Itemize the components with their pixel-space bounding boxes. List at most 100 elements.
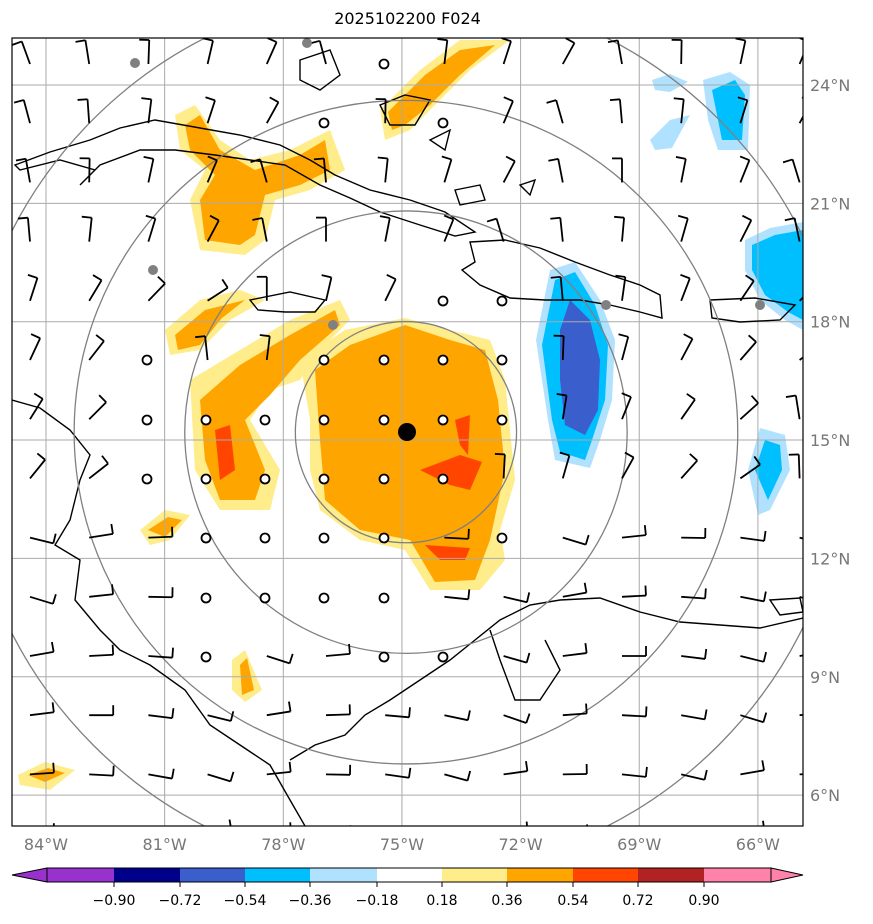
wind-barb bbox=[680, 273, 691, 302]
wind-barb bbox=[735, 38, 747, 65]
wind-barb bbox=[266, 701, 292, 717]
wind-barb bbox=[148, 526, 174, 539]
wind-barb bbox=[81, 215, 93, 242]
colorbar-segment bbox=[377, 868, 442, 882]
calm-wind-circle bbox=[496, 295, 508, 307]
calm-wind-circle bbox=[141, 473, 153, 485]
wind-barb bbox=[621, 392, 632, 420]
coast-hispaniola bbox=[460, 239, 663, 319]
calm-wind-circle bbox=[378, 473, 390, 485]
calm-wind-circles bbox=[141, 58, 508, 663]
calm-wind-circle bbox=[200, 473, 212, 485]
wind-barb bbox=[250, 158, 268, 183]
wind-barb bbox=[503, 761, 529, 776]
lon-tick-label: 72°W bbox=[499, 835, 543, 854]
lon-tick-label: 78°W bbox=[261, 835, 305, 854]
wind-barb bbox=[252, 217, 268, 242]
wind-barb bbox=[525, 821, 528, 826]
calm-wind-circle bbox=[496, 354, 508, 366]
map-area bbox=[12, 38, 803, 836]
wind-barb bbox=[379, 215, 391, 242]
range-ring bbox=[294, 320, 518, 544]
wind-barb bbox=[88, 394, 107, 420]
wind-barb bbox=[266, 96, 280, 124]
calm-wind-circle bbox=[318, 592, 330, 604]
calm-wind-circle bbox=[378, 414, 390, 426]
wind-barb bbox=[798, 38, 803, 65]
wind-barb bbox=[607, 39, 623, 65]
lat-tick-label: 24°N bbox=[810, 76, 850, 95]
wind-barb bbox=[550, 216, 564, 242]
wind-barb bbox=[325, 643, 351, 657]
wind-barb bbox=[681, 528, 707, 539]
calm-wind-circle bbox=[496, 414, 508, 426]
wind-barb bbox=[143, 155, 155, 183]
wind-barb bbox=[89, 523, 114, 539]
wind-barb bbox=[89, 765, 115, 777]
wind-barb bbox=[52, 823, 55, 826]
wind-barb bbox=[562, 763, 588, 776]
wind-barb bbox=[444, 528, 470, 540]
wind-barb bbox=[444, 710, 471, 722]
range-rings bbox=[12, 38, 803, 826]
wind-barb bbox=[385, 707, 411, 719]
calm-wind-circle bbox=[318, 414, 330, 426]
wind-barb bbox=[680, 393, 696, 420]
wind-barb bbox=[79, 157, 91, 183]
wind-barb bbox=[207, 771, 235, 783]
coast-gulf-of-venezuela bbox=[489, 629, 561, 701]
wind-barb bbox=[739, 334, 757, 361]
wind-barb bbox=[681, 588, 707, 600]
wind-barb bbox=[29, 333, 41, 361]
wind-barb bbox=[88, 334, 105, 361]
wind-barb bbox=[621, 706, 648, 718]
calm-wind-circle bbox=[437, 117, 449, 129]
calm-wind-circle bbox=[437, 473, 449, 485]
wind-barb bbox=[195, 335, 209, 361]
colorbar-tick-label: 0.90 bbox=[688, 893, 719, 909]
wind-barb bbox=[17, 216, 31, 242]
wind-barb bbox=[206, 214, 220, 243]
wind-barb bbox=[739, 214, 753, 243]
colorbar-segment bbox=[507, 868, 573, 882]
wind-barb bbox=[148, 768, 175, 780]
wind-barb bbox=[556, 393, 568, 420]
wind-barb bbox=[621, 766, 648, 778]
calm-wind-circle bbox=[200, 592, 212, 604]
coast-trinidad bbox=[768, 597, 803, 616]
wind-barb bbox=[88, 274, 103, 302]
colorbar-tick-label: −0.18 bbox=[356, 893, 399, 909]
wind-barb bbox=[266, 761, 292, 776]
wind-barb bbox=[671, 38, 683, 65]
wind-barb bbox=[29, 392, 44, 420]
colorbar-segment bbox=[114, 868, 180, 882]
colorbar-segment bbox=[180, 868, 245, 882]
calm-wind-circle bbox=[200, 651, 212, 663]
wind-barb bbox=[265, 38, 278, 65]
lat-tick-label: 21°N bbox=[810, 194, 850, 213]
calm-wind-circle bbox=[141, 414, 153, 426]
wind-barb bbox=[207, 711, 235, 722]
wind-barb bbox=[203, 38, 214, 65]
wind-barb bbox=[15, 157, 31, 183]
wind-barb bbox=[675, 156, 687, 183]
map-frame bbox=[11, 37, 804, 827]
wind-barb bbox=[141, 97, 153, 124]
wind-barb bbox=[548, 157, 564, 183]
colorbar-tick-label: 0.36 bbox=[491, 893, 522, 909]
colorbar-tick-label: 0.72 bbox=[622, 893, 653, 909]
wind-barb bbox=[89, 826, 114, 836]
colorbar-tick-label: −0.72 bbox=[159, 893, 202, 909]
wind-barb bbox=[740, 591, 767, 603]
colorbar: −0.90 −0.72 −0.54 −0.36 −0.18 0.18 0.36 0.54 0.7… bbox=[11, 867, 804, 909]
lon-tick-label: 69°W bbox=[617, 835, 661, 854]
wind-barb bbox=[266, 653, 294, 665]
colorbar-tick-label: −0.36 bbox=[289, 893, 332, 909]
wind-barb bbox=[782, 158, 801, 183]
wind-barb bbox=[75, 39, 91, 65]
wind-barb bbox=[502, 96, 514, 124]
wind-barb bbox=[546, 99, 564, 124]
wind-barb bbox=[559, 451, 571, 479]
wind-barb bbox=[139, 38, 151, 65]
